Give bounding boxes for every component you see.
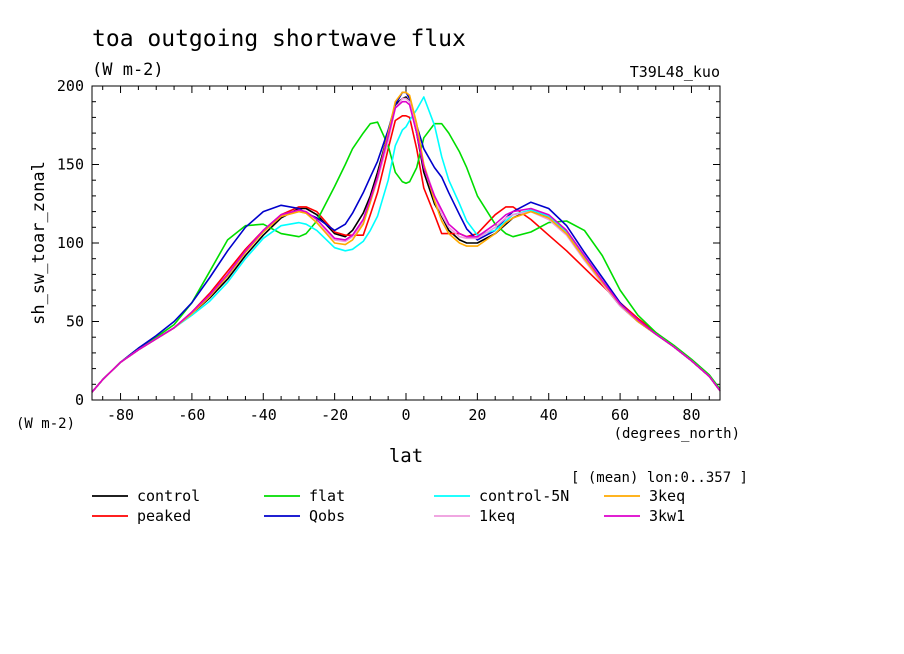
legend-label-3kw1: 3kw1 <box>649 507 685 525</box>
y-tick-label: 200 <box>57 77 84 95</box>
legend-label-flat: flat <box>309 487 345 505</box>
x-tick-label: 60 <box>611 406 629 424</box>
legend: control peaked flat Qobs control-5N 1keq 3keq 3… <box>92 487 685 525</box>
chart-title: toa outgoing shortwave flux <box>92 26 466 52</box>
legend-label-control: control <box>137 487 200 505</box>
x-axis-label: lat <box>389 445 423 467</box>
x-tick-label: -40 <box>250 406 277 424</box>
x-tick-label: 20 <box>468 406 486 424</box>
axis-ticks: -80 -60 -40 -20 0 20 40 60 80 0 50 100 150 200 <box>57 77 720 424</box>
series-line-1keq <box>91 97 721 393</box>
legend-label-3keq: 3keq <box>649 487 685 505</box>
series-line-3keq <box>91 91 721 393</box>
legend-label-qobs: Qobs <box>309 507 345 525</box>
x-tick-label: 0 <box>401 406 410 424</box>
plot-frame <box>91 85 721 401</box>
legend-label-peaked: peaked <box>137 507 191 525</box>
x-axis-units: (degrees_north) <box>614 426 740 442</box>
x-tick-label: 40 <box>540 406 558 424</box>
series-line-qobs <box>91 91 721 393</box>
x-tick-label: -60 <box>178 406 205 424</box>
legend-label-control-5n: control-5N <box>479 487 569 505</box>
y-tick-label: 150 <box>57 156 84 174</box>
x-tick-label: -20 <box>321 406 348 424</box>
y-axis-label: sh_sw_toar_zonal <box>29 161 49 325</box>
averaging-note: [ (mean) lon:0..357 ] <box>571 470 748 486</box>
experiment-label: T39L48_kuo <box>630 63 720 81</box>
series-line-peaked <box>91 115 721 393</box>
legend-label-1keq: 1keq <box>479 507 515 525</box>
chart-subtitle: (W m-2) <box>92 60 164 80</box>
series-line-control-5n <box>91 96 721 393</box>
y-tick-label: 100 <box>57 234 84 252</box>
x-tick-label: -80 <box>107 406 134 424</box>
series-line-3kw1 <box>91 100 721 393</box>
y-axis-units: (W m-2) <box>16 416 75 432</box>
y-tick-label: 50 <box>66 313 84 331</box>
series-line-flat <box>91 121 721 393</box>
series-line-control <box>91 96 721 393</box>
y-tick-label: 0 <box>75 391 84 409</box>
series-lines <box>91 91 721 393</box>
x-tick-label: 80 <box>682 406 700 424</box>
